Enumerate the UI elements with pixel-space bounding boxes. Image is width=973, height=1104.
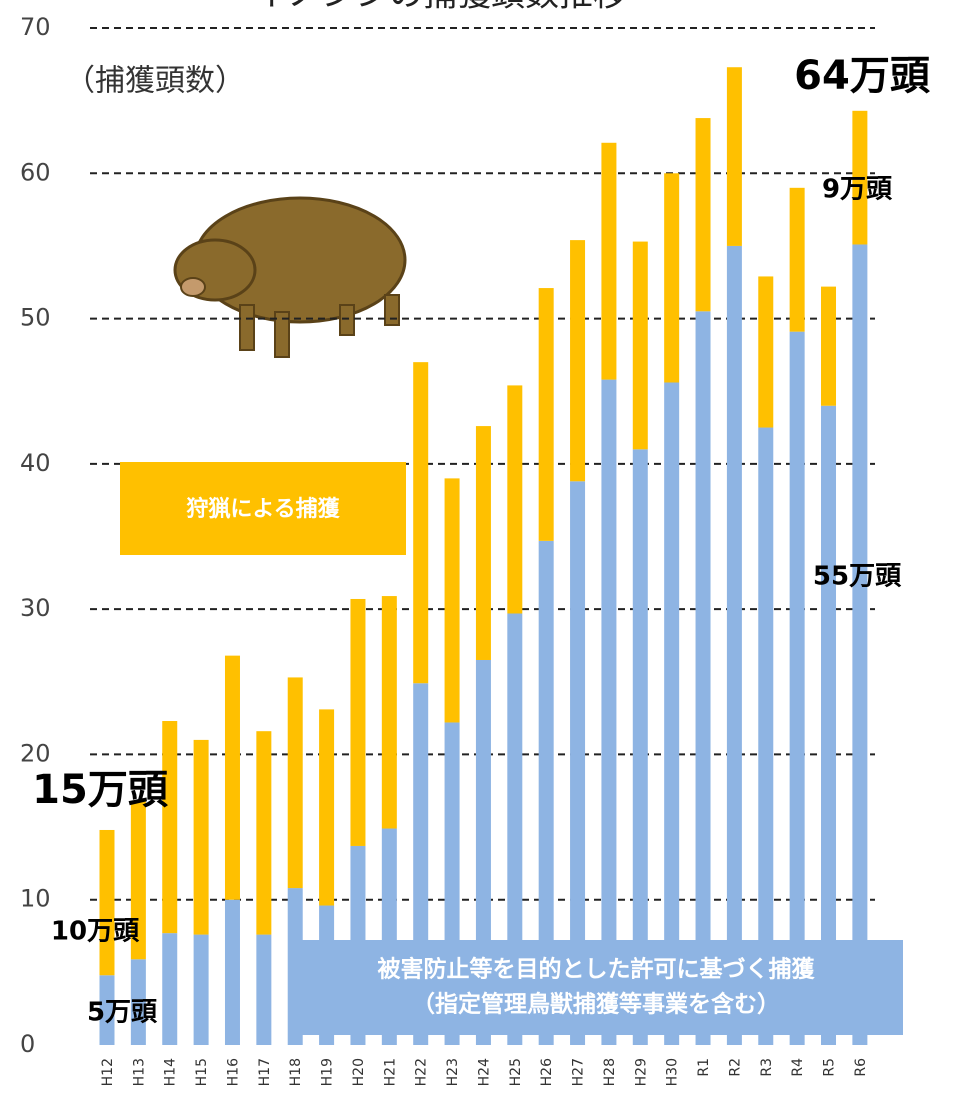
x-tick-label: H28 (602, 1058, 618, 1086)
y-axis-label: （捕獲頭数） (65, 64, 245, 99)
bar-segment (225, 656, 240, 900)
bar-segment (696, 311, 711, 1045)
x-tick-label: H19 (320, 1058, 336, 1086)
y-tick-label: 0 (20, 1030, 35, 1058)
bar-segment (162, 933, 177, 1045)
annotation: 9万頭 (822, 175, 893, 205)
bar-segment (350, 599, 365, 846)
bar-segment (790, 188, 805, 332)
annotation: 64万頭 (794, 53, 931, 99)
annotation: 55万頭 (813, 562, 902, 592)
x-tick-label: H18 (288, 1058, 304, 1086)
bar-segment (100, 830, 115, 975)
x-tick-label: R6 (853, 1058, 869, 1077)
x-tick-label: R4 (790, 1058, 806, 1077)
legend-label: 狩猟による捕獲 (186, 496, 340, 522)
x-tick-label: H22 (414, 1058, 430, 1086)
y-tick-label: 40 (20, 449, 51, 477)
bar-segment (319, 709, 334, 905)
x-tick-label: H20 (351, 1058, 367, 1086)
chart: イノシシの捕獲頭数推移 （捕獲頭数） 0 10 20 30 40 50 60 70 H12 H13… (0, 0, 973, 1104)
bar-segment (507, 385, 522, 613)
x-tick-label: R3 (759, 1058, 775, 1077)
x-tick-label: H21 (382, 1058, 398, 1086)
bar-segment (790, 332, 805, 1045)
bar-segment (852, 244, 867, 1045)
bar-segment (413, 362, 428, 683)
bar-segment (570, 240, 585, 481)
annotation: 15万頭 (32, 767, 169, 813)
x-tick-label: H14 (163, 1058, 179, 1086)
bar-segment (727, 67, 742, 246)
x-tick-label: H12 (100, 1058, 116, 1086)
y-tick-label: 30 (20, 594, 51, 622)
x-tick-label: H29 (633, 1058, 649, 1086)
legend-label: 被害防止等を目的とした許可に基づく捕獲 (378, 956, 816, 983)
boar-illustration (175, 198, 405, 357)
bar-segment (162, 721, 177, 933)
x-tick-label: R5 (822, 1058, 838, 1077)
x-tick-label: H30 (665, 1058, 681, 1086)
bar-segment (539, 288, 554, 541)
y-tick-label: 60 (20, 158, 51, 186)
bar-segment (727, 246, 742, 1045)
bar-segment (664, 173, 679, 382)
bar-segment (382, 596, 397, 828)
bar-segment (256, 935, 271, 1045)
bar-segment (225, 900, 240, 1045)
bar-segment (256, 731, 271, 934)
bar-segment (476, 426, 491, 660)
chart-title: イノシシの捕獲頭数推移 (253, 0, 627, 15)
bar-segment (194, 935, 209, 1045)
x-tick-label: H16 (225, 1058, 241, 1086)
x-tick-label: H23 (445, 1058, 461, 1086)
y-tick-label: 50 (20, 304, 51, 332)
bar-segment (601, 143, 616, 380)
x-tick-label: R1 (696, 1058, 712, 1077)
legend-box (288, 940, 903, 1035)
x-tick-label: R2 (727, 1058, 743, 1077)
bar-segment (194, 740, 209, 935)
y-tick-label: 20 (20, 739, 51, 767)
bar-segment (696, 118, 711, 311)
x-tick-label: H13 (131, 1058, 147, 1086)
x-tick-label: H17 (257, 1058, 273, 1086)
annotation: 5万頭 (87, 998, 158, 1028)
x-tick-label: H26 (539, 1058, 555, 1086)
y-tick-label: 70 (20, 13, 51, 41)
x-tick-label: H27 (571, 1058, 587, 1086)
bar-segment (633, 242, 648, 450)
annotation: 10万頭 (51, 917, 140, 947)
x-tick-label: H24 (476, 1058, 492, 1086)
x-tick-label: H15 (194, 1058, 210, 1086)
bar-segment (821, 287, 836, 406)
y-tick-label: 10 (20, 885, 51, 913)
legend-note: （指定管理鳥獣捕獲等事業を含む） (412, 991, 780, 1018)
bar-segment (288, 677, 303, 888)
bar-segment (758, 276, 773, 427)
x-tick-label: H25 (508, 1058, 524, 1086)
bar-segment (445, 478, 460, 722)
